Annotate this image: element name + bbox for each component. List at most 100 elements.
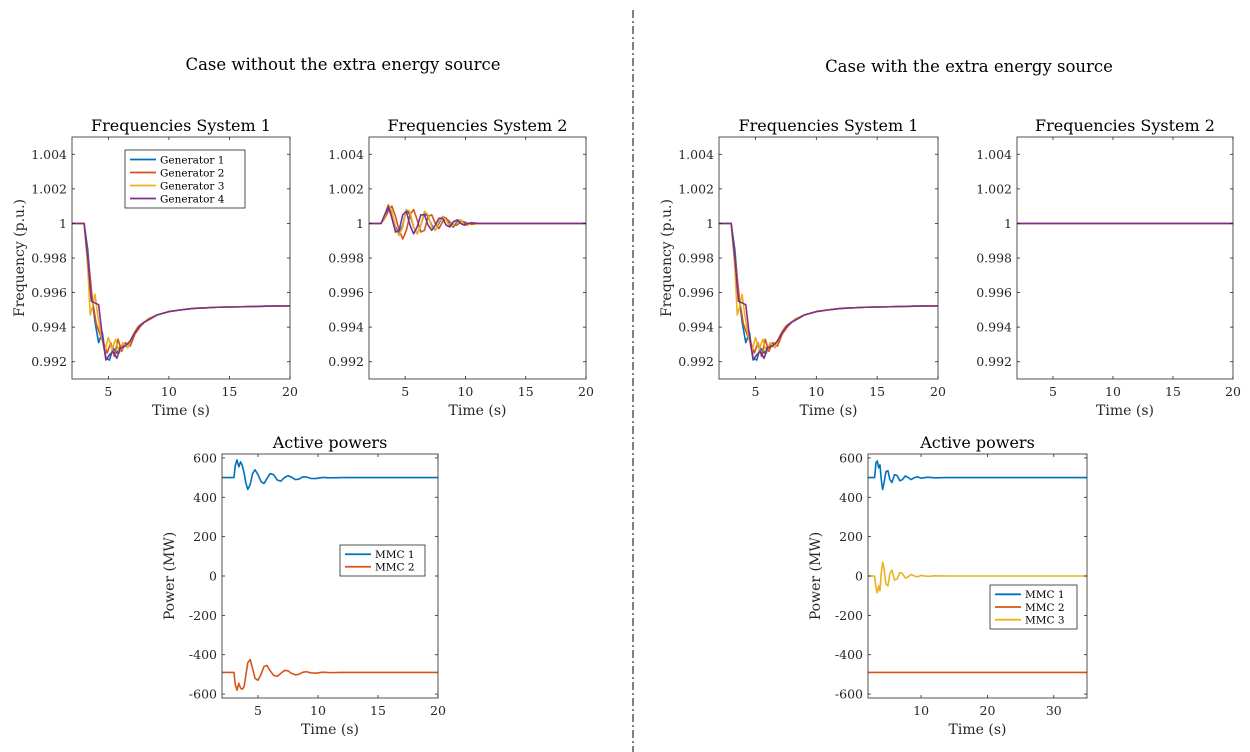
- x-tick-label: 20: [578, 384, 594, 399]
- series-line-4: [72, 222, 290, 361]
- series-line-4: [369, 205, 586, 235]
- y-tick-label: -600: [189, 687, 217, 702]
- y-tick-label: 1.002: [976, 181, 1012, 196]
- x-tick-label: 10: [808, 384, 824, 399]
- series-line-2: [222, 658, 438, 691]
- x-axis-label: Time (s): [449, 403, 507, 419]
- chart-p6: 10 20 30 -600 -400 -200 0 200 400 600 Active power…: [808, 433, 1088, 738]
- legend-label-4: Generator 4: [160, 193, 225, 205]
- legend-label-3: Generator 3: [160, 180, 224, 192]
- legend-label-1: Generator 1: [160, 154, 224, 166]
- section-title-left: Case without the extra energy source: [185, 55, 500, 74]
- y-tick-label: 0.992: [678, 354, 714, 369]
- x-axis-label: Time (s): [800, 403, 858, 419]
- y-axis-label: Frequency (p.u.): [12, 199, 28, 317]
- y-tick-label: 0.994: [976, 320, 1012, 335]
- y-tick-label: 200: [839, 529, 863, 544]
- y-tick-label: 1.004: [976, 147, 1012, 162]
- legend-label-2: MMC 2: [375, 562, 415, 574]
- legend-label-1: MMC 1: [1025, 589, 1065, 601]
- y-tick-label: 0: [209, 569, 217, 584]
- x-axis-label: Time (s): [949, 722, 1007, 738]
- x-tick-label: 15: [869, 384, 885, 399]
- chart-p5: 5 10 15 20 0.992 0.994 0.996 0.998 1 1.002 1.004 Fr…: [976, 116, 1241, 419]
- x-tick-label: 5: [401, 384, 409, 399]
- x-tick-label: 10: [913, 703, 929, 718]
- chart-p4: 5 10 15 20 0.992 0.994 0.996 0.998 1 1.002 1.004 Fr…: [659, 116, 946, 419]
- y-tick-label: 400: [193, 490, 217, 505]
- x-tick-label: 15: [1165, 384, 1181, 399]
- y-axis-label: Frequency (p.u.): [659, 199, 675, 317]
- y-tick-label: 1: [706, 216, 714, 231]
- y-tick-label: 0.992: [976, 354, 1012, 369]
- x-tick-label: 10: [1105, 384, 1121, 399]
- legend-label-2: Generator 2: [160, 167, 224, 179]
- y-tick-label: 1.002: [328, 181, 364, 196]
- y-tick-label: -200: [189, 608, 217, 623]
- chart-title: Active powers: [272, 433, 388, 452]
- x-tick-label: 10: [310, 703, 326, 718]
- y-tick-label: 0.994: [31, 320, 67, 335]
- series-line-3: [719, 222, 938, 354]
- x-tick-label: 20: [430, 703, 446, 718]
- series-line-1: [222, 459, 438, 491]
- x-tick-label: 20: [930, 384, 946, 399]
- section-title-right: Case with the extra energy source: [825, 57, 1113, 76]
- x-tick-label: 5: [254, 703, 262, 718]
- chart-title: Frequencies System 1: [91, 116, 271, 135]
- chart-p3: 5 10 15 20 -600 -400 -200 0 200 400 600 Active powe…: [162, 433, 446, 738]
- y-tick-label: 0.996: [976, 285, 1012, 300]
- y-tick-label: 1.004: [678, 147, 714, 162]
- y-tick-label: 1: [356, 216, 364, 231]
- x-axis-label: Time (s): [301, 722, 359, 738]
- x-tick-label: 5: [1049, 384, 1057, 399]
- legend-box: [339, 544, 426, 577]
- y-tick-label: 1.002: [678, 181, 714, 196]
- y-tick-label: -600: [835, 687, 863, 702]
- y-tick-label: 0.992: [328, 354, 364, 369]
- y-tick-label: 1.004: [328, 147, 364, 162]
- series-line-1: [72, 222, 290, 361]
- x-tick-label: 5: [104, 384, 112, 399]
- y-tick-label: -400: [835, 647, 863, 662]
- series-line-1: [719, 222, 938, 361]
- x-tick-label: 10: [161, 384, 177, 399]
- chart-p2: 5 10 15 20 0.992 0.994 0.996 0.998 1 1.002 1.004 Fr…: [328, 116, 594, 419]
- y-axis-label: Power (MW): [162, 532, 178, 620]
- y-tick-label: 0.998: [31, 251, 67, 266]
- series-line-3: [868, 561, 1087, 594]
- y-tick-label: 0.992: [31, 354, 67, 369]
- x-axis-label: Time (s): [152, 403, 210, 419]
- axes-box: [1016, 136, 1234, 380]
- legend-label-3: MMC 3: [1025, 614, 1065, 626]
- legend-label-1: MMC 1: [375, 549, 415, 561]
- series-group: [72, 222, 290, 361]
- x-tick-label: 30: [1046, 703, 1062, 718]
- axes-box: [368, 136, 587, 380]
- y-tick-label: 1: [1004, 216, 1012, 231]
- y-tick-label: 0: [855, 569, 863, 584]
- chart-title: Frequencies System 2: [388, 116, 568, 135]
- y-tick-label: 600: [193, 450, 217, 465]
- x-tick-label: 5: [752, 384, 760, 399]
- y-tick-label: 600: [839, 450, 863, 465]
- series-line-1: [868, 460, 1087, 491]
- x-tick-label: 15: [370, 703, 386, 718]
- x-tick-label: 20: [980, 703, 996, 718]
- y-tick-label: 400: [839, 490, 863, 505]
- y-tick-label: 0.994: [328, 320, 364, 335]
- x-tick-label: 10: [457, 384, 473, 399]
- y-tick-label: -400: [189, 647, 217, 662]
- x-tick-label: 20: [1225, 384, 1241, 399]
- chart-title: Active powers: [919, 433, 1035, 452]
- x-tick-label: 20: [282, 384, 298, 399]
- y-tick-label: 1: [59, 216, 67, 231]
- x-tick-label: 15: [518, 384, 534, 399]
- y-tick-label: 0.996: [328, 285, 364, 300]
- y-tick-label: -200: [835, 608, 863, 623]
- series-line-3: [72, 222, 290, 354]
